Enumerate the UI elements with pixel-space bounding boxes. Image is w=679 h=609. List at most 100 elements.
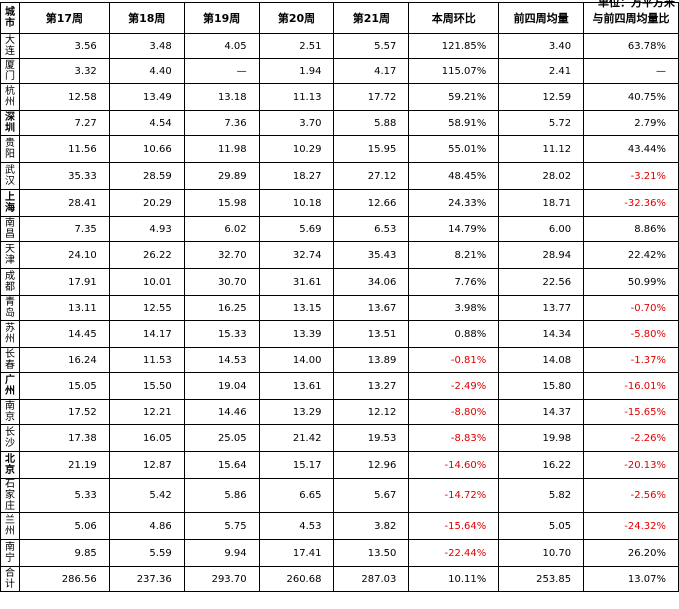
vs-avg-cell: — xyxy=(583,58,679,84)
vs-avg-cell: 50.99% xyxy=(583,268,679,296)
city-cell: 合计 xyxy=(0,566,20,592)
avg4-cell: 13.77 xyxy=(498,295,585,321)
vs-avg-cell: 26.20% xyxy=(583,539,679,567)
week21-cell: 15.95 xyxy=(333,135,410,163)
wow-cell: 7.76% xyxy=(408,268,500,296)
table-row: 青岛 13.11 12.55 16.25 13.15 13.67 3.98% 13.77 -0.… xyxy=(0,295,679,321)
week17-cell: 16.24 xyxy=(18,347,110,373)
week18-cell: 13.49 xyxy=(108,83,185,111)
city-cell: 大连 xyxy=(0,33,20,59)
avg4-cell: 12.59 xyxy=(498,83,585,111)
week19-cell: 15.33 xyxy=(183,320,260,348)
week19-cell: 5.86 xyxy=(183,478,260,513)
week19-cell: 11.98 xyxy=(183,135,260,163)
vs-avg-cell: -16.01% xyxy=(583,372,679,400)
table-row: 天津 24.10 26.22 32.70 32.74 35.43 8.21% 28.94 22.… xyxy=(0,241,679,269)
wow-cell: -15.64% xyxy=(408,512,500,540)
city-cell: 广州 xyxy=(0,372,20,400)
vs-avg-cell: -2.56% xyxy=(583,478,679,513)
avg4-cell: 19.98 xyxy=(498,424,585,452)
week20-cell: 17.41 xyxy=(258,539,335,567)
week18-cell: 11.53 xyxy=(108,347,185,373)
week17-cell: 5.06 xyxy=(18,512,110,540)
week21-cell: 35.43 xyxy=(333,241,410,269)
week17-cell: 11.56 xyxy=(18,135,110,163)
vs-avg-cell: 22.42% xyxy=(583,241,679,269)
week21-cell: 12.12 xyxy=(333,399,410,425)
week20-cell: 18.27 xyxy=(258,162,335,190)
week19-cell: 5.75 xyxy=(183,512,260,540)
wow-cell: 3.98% xyxy=(408,295,500,321)
table-row: 南昌 7.35 4.93 6.02 5.69 6.53 14.79% 6.00 8.86% xyxy=(0,216,679,242)
city-cell: 青岛 xyxy=(0,295,20,321)
week19-cell: 16.25 xyxy=(183,295,260,321)
week20-cell: 15.17 xyxy=(258,451,335,479)
week17-cell: 24.10 xyxy=(18,241,110,269)
table-row: 苏州 14.45 14.17 15.33 13.39 13.51 0.88% 14.34 -5.… xyxy=(0,320,679,348)
wow-cell: -14.60% xyxy=(408,451,500,479)
avg4-cell: 2.41 xyxy=(498,58,585,84)
avg4-cell: 14.37 xyxy=(498,399,585,425)
avg4-cell: 11.12 xyxy=(498,135,585,163)
week18-cell: 5.42 xyxy=(108,478,185,513)
week17-cell: 3.32 xyxy=(18,58,110,84)
wow-cell: 0.88% xyxy=(408,320,500,348)
week21-cell: 12.66 xyxy=(333,189,410,217)
week20-cell: 13.15 xyxy=(258,295,335,321)
avg4-cell: 16.22 xyxy=(498,451,585,479)
table-row: 成都 17.91 10.01 30.70 31.61 34.06 7.76% 22.56 50.… xyxy=(0,268,679,296)
city-cell: 杭州 xyxy=(0,83,20,111)
week18-cell: 15.50 xyxy=(108,372,185,400)
week20-cell: 6.65 xyxy=(258,478,335,513)
week20-cell: 21.42 xyxy=(258,424,335,452)
week19-cell: 13.18 xyxy=(183,83,260,111)
vs-avg-cell: 2.79% xyxy=(583,110,679,136)
week21-cell: 3.82 xyxy=(333,512,410,540)
week17-cell: 7.35 xyxy=(18,216,110,242)
wow-cell: 59.21% xyxy=(408,83,500,111)
table-row: 南京 17.52 12.21 14.46 13.29 12.12 -8.80% 14.37 -1… xyxy=(0,399,679,425)
week19-cell: 15.64 xyxy=(183,451,260,479)
week18-cell: 10.01 xyxy=(108,268,185,296)
header-week20: 第20周 xyxy=(258,2,335,34)
table-row: 南宁 9.85 5.59 9.94 17.41 13.50 -22.44% 10.70 26.2… xyxy=(0,539,679,567)
table-row: 贵阳 11.56 10.66 11.98 10.29 15.95 55.01% 11.12 43… xyxy=(0,135,679,163)
week19-cell: 14.53 xyxy=(183,347,260,373)
week21-cell: 13.27 xyxy=(333,372,410,400)
week19-cell: 19.04 xyxy=(183,372,260,400)
week18-cell: 4.86 xyxy=(108,512,185,540)
week21-cell: 12.96 xyxy=(333,451,410,479)
city-cell: 石家庄 xyxy=(0,478,20,513)
table-row: 长春 16.24 11.53 14.53 14.00 13.89 -0.81% 14.08 -1… xyxy=(0,347,679,373)
city-cell: 苏州 xyxy=(0,320,20,348)
week20-cell: 10.29 xyxy=(258,135,335,163)
week21-cell: 13.50 xyxy=(333,539,410,567)
avg4-cell: 15.80 xyxy=(498,372,585,400)
week18-cell: 237.36 xyxy=(108,566,185,592)
week17-cell: 17.52 xyxy=(18,399,110,425)
avg4-cell: 5.05 xyxy=(498,512,585,540)
week20-cell: 1.94 xyxy=(258,58,335,84)
week20-cell: 4.53 xyxy=(258,512,335,540)
city-cell: 上海 xyxy=(0,189,20,217)
week20-cell: 13.61 xyxy=(258,372,335,400)
header-week21: 第21周 xyxy=(333,2,410,34)
vs-avg-cell: -32.36% xyxy=(583,189,679,217)
vs-avg-cell: -1.37% xyxy=(583,347,679,373)
week17-cell: 21.19 xyxy=(18,451,110,479)
vs-avg-cell: -3.21% xyxy=(583,162,679,190)
week20-cell: 31.61 xyxy=(258,268,335,296)
week18-cell: 26.22 xyxy=(108,241,185,269)
wow-cell: 58.91% xyxy=(408,110,500,136)
header-row: 城市 第17周 第18周 第19周 第20周 第21周 本周环比 前四周均量 与… xyxy=(0,2,679,34)
week20-cell: 13.29 xyxy=(258,399,335,425)
week21-cell: 287.03 xyxy=(333,566,410,592)
week18-cell: 3.48 xyxy=(108,33,185,59)
week17-cell: 28.41 xyxy=(18,189,110,217)
week18-cell: 10.66 xyxy=(108,135,185,163)
header-avg4: 前四周均量 xyxy=(498,2,585,34)
vs-avg-cell: -24.32% xyxy=(583,512,679,540)
table-row: 杭州 12.58 13.49 13.18 11.13 17.72 59.21% 12.59 40… xyxy=(0,83,679,111)
week21-cell: 27.12 xyxy=(333,162,410,190)
week17-cell: 13.11 xyxy=(18,295,110,321)
